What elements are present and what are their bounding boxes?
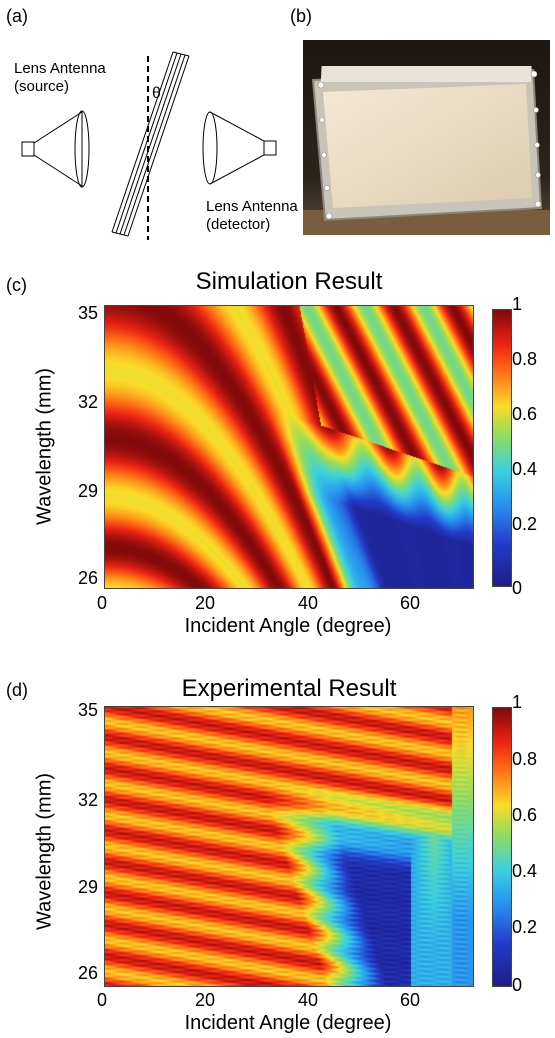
heatmap-canvas-simulation <box>105 306 473 588</box>
y-tick-label: 32 <box>78 392 99 412</box>
detector-antenna-label: Lens Antenna (detector) <box>206 198 298 234</box>
y-axis-label-experimental: Wavelength (mm) <box>33 772 56 931</box>
colorbar-tick-label: 0.2 <box>512 514 538 534</box>
colorbar-tick-label: 0.6 <box>512 404 538 424</box>
panel-label-d: (d) <box>6 680 28 700</box>
colorbar-tick-label: 0 <box>512 975 523 995</box>
y-tick-label: 35 <box>78 700 99 720</box>
x-tick-label: 0 <box>97 593 108 613</box>
colorbar-tick-label: 0.4 <box>512 861 538 881</box>
x-tick-label: 20 <box>195 990 216 1010</box>
chart-title-experimental: Experimental Result <box>181 675 397 702</box>
detector-label-line2: (detector) <box>206 216 271 233</box>
theta-symbol: θ <box>152 85 161 102</box>
setup-diagram: θ <box>21 51 277 240</box>
x-axis-label-experimental: Incident Angle (degree) <box>184 1012 392 1034</box>
tilted-sample-slab <box>111 51 190 237</box>
x-axis-label-simulation: Incident Angle (degree) <box>184 615 392 637</box>
source-lens-antenna-icon <box>21 110 90 188</box>
colorbar-experimental <box>492 707 512 987</box>
y-axis-label-simulation: Wavelength (mm) <box>33 367 56 526</box>
colorbar-tick-label: 0.2 <box>512 917 538 937</box>
detector-lens-antenna-icon <box>202 111 277 185</box>
x-tick-label: 0 <box>97 990 108 1010</box>
y-tick-label: 26 <box>78 568 99 588</box>
colorbar-tick-label: 0.8 <box>512 749 538 769</box>
heatmap-plot-simulation <box>104 305 474 589</box>
y-tick-label: 32 <box>78 790 99 810</box>
panel-label-c: (c) <box>6 275 27 295</box>
y-tick-label: 26 <box>78 963 99 983</box>
colorbar-tick-label: 1 <box>512 692 523 712</box>
panel-label-b: (b) <box>290 6 312 26</box>
colorbar-tick-label: 0.4 <box>512 459 538 479</box>
x-tick-label: 40 <box>298 593 319 613</box>
chart-title-simulation: Simulation Result <box>195 268 383 295</box>
source-label-line1: Lens Antenna <box>14 60 106 77</box>
colorbar-tick-label: 0 <box>512 578 523 598</box>
source-label-line2: (source) <box>14 78 70 95</box>
y-tick-label: 29 <box>78 481 99 501</box>
colorbar-tick-label: 0.6 <box>512 805 538 825</box>
heatmap-canvas-experimental <box>105 707 473 986</box>
colorbar-gradient <box>493 708 511 986</box>
heatmap-plot-experimental <box>104 706 474 987</box>
panel-label-a: (a) <box>6 6 28 26</box>
x-tick-label: 60 <box>400 990 421 1010</box>
y-tick-label: 35 <box>78 303 99 323</box>
source-antenna-label: Lens Antenna (source) <box>14 60 106 96</box>
colorbar-tick-label: 0.8 <box>512 349 538 369</box>
sample-photo <box>303 40 550 235</box>
colorbar-simulation <box>492 309 512 587</box>
colorbar-tick-label: 1 <box>512 294 523 314</box>
detector-label-line1: Lens Antenna <box>206 198 298 215</box>
x-tick-label: 40 <box>298 990 319 1010</box>
colorbar-gradient <box>493 310 511 586</box>
x-tick-label: 60 <box>400 593 421 613</box>
x-tick-label: 20 <box>195 593 216 613</box>
y-tick-label: 29 <box>78 877 99 897</box>
